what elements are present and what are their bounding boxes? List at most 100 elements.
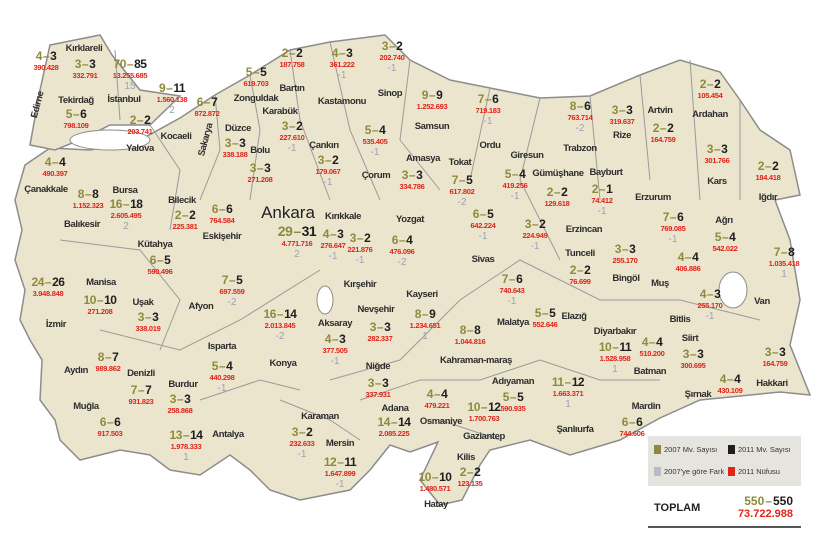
seats-2007: 2 [281,46,289,60]
province-name: Konya [269,358,297,369]
population-2011: 1.035.418 [768,259,800,268]
seats-2007: 2 [652,121,660,135]
seats-2007: 2 [129,113,137,127]
province-stats: 22123.135 [457,465,482,490]
seats-2011: 7 [137,383,152,397]
seats-2011: 5 [252,65,267,79]
seat-counts: 33 [683,347,704,361]
seats-2007: 2 [699,77,707,91]
seat-difference: -1 [217,382,227,394]
seats-2011: 14 [276,307,297,321]
province-name: Bolu [250,145,270,156]
population-2011: 1.152.323 [72,201,104,210]
population-2011: 1.978.333 [170,442,202,451]
province-stats: 75617.802-2 [449,173,474,208]
province-name: Mersin [325,438,355,449]
seat-difference: -2 [457,196,467,208]
seats-2011: 4 [218,359,233,373]
seats-2007: 3 [401,168,409,182]
province-name: Samsun [414,121,450,132]
seat-counts: 76 [663,210,684,224]
seat-counts: 22 [570,263,591,277]
province-stats: 22164.759 [650,121,675,146]
province-stats: 75697.559-2 [219,273,244,308]
seat-counts: 78 [774,245,795,259]
seat-counts: 75 [451,173,473,187]
total-2011-seats: 550 [764,494,793,508]
legend-item-2007-seats: 2007 Mv. Sayısı [654,445,717,454]
seats-2011: 3 [256,161,271,175]
province-stats: 881.152.323 [72,187,104,212]
seats-2011: 4 [726,372,741,386]
seats-2007: 5 [502,390,510,404]
legend-item-difference: 2007'ye göre Fark [654,467,724,476]
province-stats: 33282.337 [367,320,392,345]
seat-counts: 65 [473,207,494,221]
province-name: Amasya [405,153,441,164]
province-name: Bayburt [589,167,623,178]
seats-2011: 3 [338,46,353,60]
seat-counts: 33 [138,310,159,324]
seat-counts: 33 [250,161,271,175]
province-name: Kilis [456,452,476,463]
population-2011: 3.948.848 [32,289,64,298]
province-name: Siirt [681,333,699,344]
seats-2011: 6 [508,272,523,286]
population-2011: 542.022 [712,244,738,253]
seat-counts: 32 [350,231,371,245]
population-2011: 719.183 [475,106,501,115]
province-stats: 991.252.693 [417,88,448,113]
seat-difference: -1 [355,254,365,266]
seat-counts: 44 [427,387,448,401]
province-stats: 32232.633-1 [289,425,314,460]
province-stats: 65642.224-1 [470,207,495,242]
population-2011: 479.221 [424,401,450,410]
seat-counts: 1010 [84,293,117,307]
total-summary: TOPLAM 550550 73.722.988 [648,492,801,528]
seats-2007: 7 [451,173,459,187]
province-name: Gaziantep [463,431,505,442]
seats-2007: 3 [367,376,375,390]
seat-difference: -1 [668,233,678,245]
province-name: Trabzon [563,143,597,154]
seats-2011: 10 [431,470,452,484]
population-2011: 338.188 [222,150,248,159]
population-2011: 764.584 [209,216,235,225]
province-name: Balıkesir [63,219,101,230]
population-2011: 1.044.816 [454,337,486,346]
seats-2011: 6 [669,210,684,224]
seats-2011: 6 [628,415,643,429]
seats-2011: 3 [713,142,728,156]
seat-difference: -2 [227,296,237,308]
seat-counts: 22 [758,159,779,173]
seats-2007: 3 [614,242,622,256]
province-stats: 881.044.816 [454,323,486,348]
seat-difference: -1 [478,230,488,242]
seats-2011: 2 [764,159,779,173]
seats-2011: 4 [371,123,386,137]
seats-2011: 2 [298,425,313,439]
seat-difference: -2 [575,122,585,134]
province-name: Bingöl [612,273,640,284]
population-2011: 2.013.845 [264,321,296,330]
province-name: Nevşehir [357,304,395,315]
seats-2011: 5 [228,273,243,287]
seat-counts: 33 [614,242,636,256]
seat-counts: 33 [370,320,391,334]
province-name: Isparta [207,341,237,352]
province-stats: 43276.647-1 [320,227,345,262]
province-name: Mardin [631,401,661,412]
seat-counts: 1314 [170,428,203,442]
seat-counts: 911 [159,81,186,95]
population-2011: 271.208 [247,175,273,184]
seat-counts: 99 [422,88,443,102]
province-name: Bitlis [669,314,691,325]
seats-2011: 2 [706,77,721,91]
province-name: Kırklareli [65,43,103,54]
seat-counts: 1414 [378,415,411,429]
seats-2011: 3 [81,57,96,71]
province-stats: 55552.646 [532,306,557,331]
